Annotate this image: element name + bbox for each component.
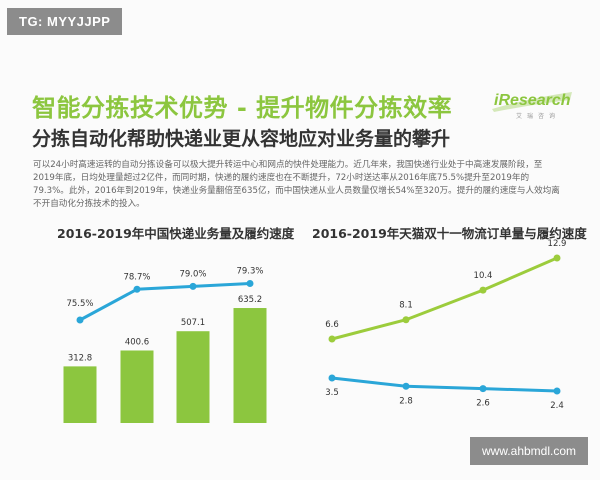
chart2-title: 2016-2019年天猫双十一物流订单量与履约速度: [312, 226, 587, 241]
slide-paragraph: 可以24小时高速运转的自动分拣设备可以极大提升转运中心和网点的快件处理能力。近几…: [33, 160, 560, 209]
line-series-b: [331, 376, 558, 393]
logo-sub-text: 艾瑞咨询: [516, 113, 561, 120]
line-label-2019: 79.3%: [236, 267, 263, 277]
line-label-b-2018: 2.6: [476, 399, 490, 409]
bar-2019: [233, 308, 267, 423]
bar-label-2017: 400.6: [125, 337, 149, 347]
bar-2018: [176, 331, 210, 423]
line-point-b-2017: [402, 382, 410, 390]
watermark-top-left: TG: MYYJJPP: [7, 8, 123, 35]
line-point-b-2016: [328, 374, 336, 382]
logo-brand-text: iResearch: [494, 92, 571, 109]
line-label-b-2019: 2.4: [550, 401, 564, 411]
bar-label-2018: 507.1: [181, 318, 205, 328]
line-label-2017: 78.7%: [123, 272, 150, 282]
line-point-a-2018: [479, 286, 487, 294]
line-point-2019: [246, 280, 254, 287]
iresearch-logo: iResearch 艾瑞咨询: [490, 90, 574, 120]
line-label-a-2018: 10.4: [474, 271, 493, 281]
line-label-b-2016: 3.5: [325, 388, 339, 398]
bar-label-2016: 312.8: [68, 353, 92, 363]
line-label-a-2017: 8.1: [399, 301, 413, 311]
bar-label-2019: 635.2: [238, 295, 262, 305]
chart1-title: 2016-2019年中国快递业务量及履约速度: [57, 226, 295, 241]
line-point-a-2016: [328, 335, 336, 343]
line-label-a-2019: 12.9: [548, 239, 567, 249]
line-label-a-2016: 6.6: [325, 320, 339, 330]
slide-subtitle: 分拣自动化帮助快递业更从容地应对业务量的攀升: [32, 128, 451, 150]
watermark-bottom-right: www.ahbmdl.com: [469, 437, 588, 465]
line-label-b-2017: 2.8: [399, 396, 413, 406]
line-point-2016: [76, 316, 84, 324]
line-label-2018: 79.0%: [179, 269, 206, 279]
bar-2017: [120, 350, 154, 423]
line-point-a-2017: [402, 316, 410, 324]
line-point-b-2018: [479, 385, 487, 393]
line-point-2017: [133, 285, 141, 293]
slide-title: 智能分拣技术优势 - 提升物件分拣效率: [32, 94, 453, 122]
bar-2016: [63, 366, 97, 423]
line-series-a: [331, 256, 558, 341]
line-point-a-2019: [553, 254, 561, 262]
line-point-b-2019: [553, 387, 561, 395]
line-series-rate: [79, 282, 251, 322]
logo-swoosh-icon: [492, 92, 572, 112]
line-point-2018: [189, 282, 197, 290]
line-label-2016: 75.5%: [66, 299, 93, 309]
